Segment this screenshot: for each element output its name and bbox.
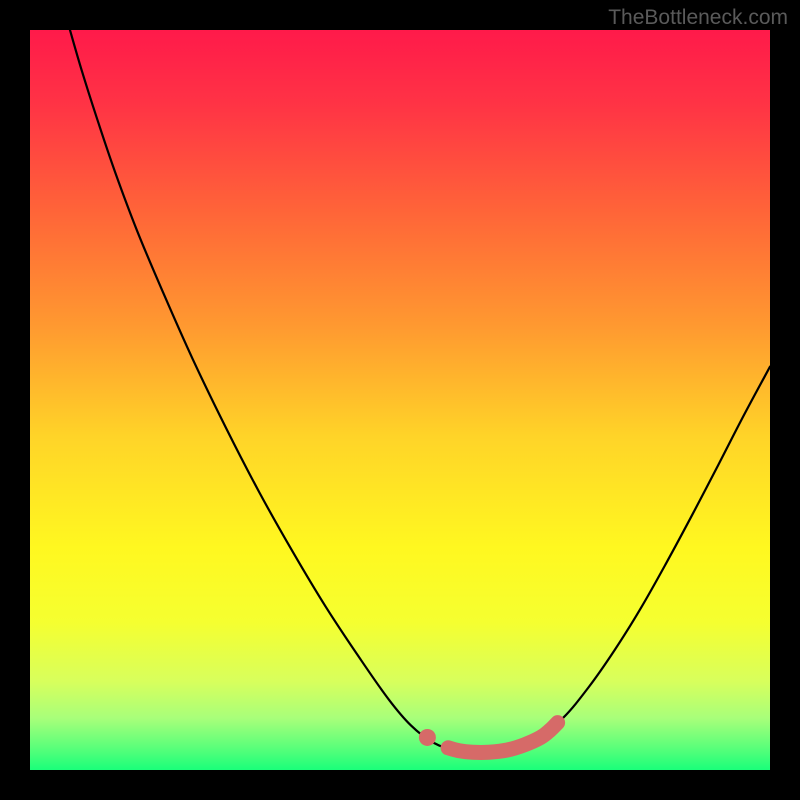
watermark-text: TheBottleneck.com bbox=[608, 6, 788, 30]
bottleneck-chart bbox=[30, 30, 770, 770]
bottleneck-curve bbox=[70, 30, 770, 752]
curve-layer bbox=[30, 30, 770, 770]
highlight-dot bbox=[419, 729, 436, 746]
highlight-segment bbox=[448, 723, 558, 753]
